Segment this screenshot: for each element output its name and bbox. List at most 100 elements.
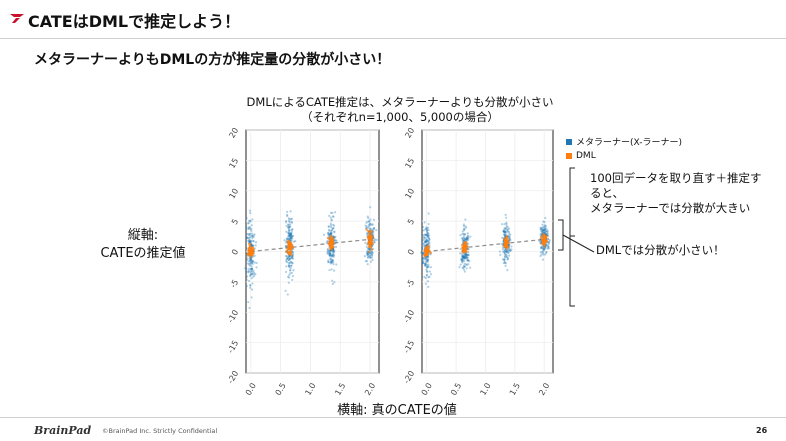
metalearner-point (463, 265, 466, 269)
metalearner-point (466, 256, 469, 259)
metalearner-point (547, 246, 550, 249)
dml-point (543, 244, 546, 247)
metalearner-point (287, 237, 291, 240)
metalearner-point (368, 228, 372, 231)
metalearner-point (250, 288, 254, 291)
metalearner-point (423, 245, 426, 248)
metalearner-point (467, 250, 470, 254)
metalearner-point (540, 246, 543, 249)
metalearner-point (290, 235, 294, 238)
metalearner-point (329, 252, 332, 255)
metalearner-point (427, 232, 430, 236)
metalearner-point (427, 212, 430, 215)
metalearner-point (429, 273, 433, 276)
metalearner-point (326, 248, 329, 251)
metalearner-point (291, 228, 294, 231)
metalearner-point (248, 236, 251, 240)
metalearner-point (373, 226, 376, 230)
metalearner-point (251, 273, 254, 276)
dml-point (251, 248, 254, 251)
metalearner-point (249, 240, 252, 243)
metalearner-point (540, 227, 543, 230)
metalearner-point (424, 282, 427, 285)
metalearner-point (502, 230, 506, 233)
metalearner-point (504, 230, 507, 233)
metalearner-point (290, 233, 293, 236)
metalearner-point (427, 222, 430, 226)
metalearner-point (541, 226, 544, 229)
metalearner-point (424, 239, 427, 242)
metalearner-point (466, 234, 470, 237)
metalearner-point (370, 228, 373, 231)
metalearner-point (284, 289, 287, 292)
metalearner-point (427, 242, 430, 245)
dml-point (505, 243, 508, 246)
metalearner-point (460, 252, 463, 255)
dml-point (330, 241, 334, 244)
metalearner-point (291, 251, 294, 254)
metalearner-point (250, 267, 254, 270)
metalearner-point (503, 261, 506, 264)
metalearner-point (372, 228, 375, 231)
metalearner-point (540, 246, 543, 250)
metalearner-point (507, 254, 511, 257)
metalearner-point (289, 234, 292, 238)
metalearner-point (465, 253, 469, 257)
metalearner-point (422, 262, 425, 265)
metalearner-point (327, 225, 330, 228)
metalearner-point (541, 247, 545, 250)
dml-point (427, 244, 430, 247)
metalearner-point (425, 263, 428, 266)
metalearner-point (245, 267, 248, 270)
metalearner-point (504, 262, 508, 265)
metalearner-point (510, 245, 513, 248)
y-tick-label: 5 (406, 217, 416, 226)
metalearner-point (283, 239, 286, 242)
metalearner-point (368, 256, 372, 259)
metalearner-point (541, 228, 544, 231)
metalearner-point (248, 240, 251, 244)
dml-point (249, 246, 252, 250)
metalearner-point (427, 265, 430, 268)
y-tick-label: -5 (229, 278, 241, 289)
metalearner-point (425, 274, 428, 277)
metalearner-point (289, 269, 292, 272)
metalearner-point (251, 270, 254, 273)
y-axis-note-line2: CATEの推定値 (100, 246, 186, 261)
metalearner-point (333, 230, 336, 233)
dml-point (371, 242, 374, 246)
dml-point (332, 245, 335, 248)
metalearner-point (249, 267, 252, 270)
x-tick-label: 0.5 (449, 382, 463, 398)
metalearner-point (248, 238, 251, 242)
metalearner-point (541, 230, 545, 233)
metalearner-point (327, 233, 330, 236)
metalearner-point (367, 216, 370, 220)
metalearner-point (505, 226, 508, 230)
dml-point (370, 239, 374, 242)
y-tick-label: 0 (406, 248, 416, 257)
metalearner-point (334, 245, 338, 249)
metalearner-point (250, 267, 254, 270)
metalearner-point (288, 257, 292, 261)
metalearner-point (505, 233, 508, 236)
metalearner-point (424, 260, 428, 264)
metalearner-point (329, 222, 332, 225)
metalearner-point (463, 270, 466, 273)
metalearner-point (328, 249, 331, 253)
metalearner-point (287, 281, 290, 284)
metalearner-point (333, 281, 336, 284)
metalearner-point (369, 252, 372, 255)
metalearner-point (329, 225, 333, 229)
metalearner-point (461, 255, 464, 258)
metalearner-point (291, 254, 294, 258)
metalearner-point (326, 240, 329, 243)
metalearner-point (330, 255, 333, 258)
metalearner-point (425, 226, 428, 229)
metalearner-point (425, 243, 428, 246)
metalearner-point (286, 275, 290, 278)
metalearner-point (426, 259, 430, 262)
metalearner-point (464, 225, 467, 228)
metalearner-point (367, 256, 370, 259)
metalearner-point (331, 258, 334, 261)
